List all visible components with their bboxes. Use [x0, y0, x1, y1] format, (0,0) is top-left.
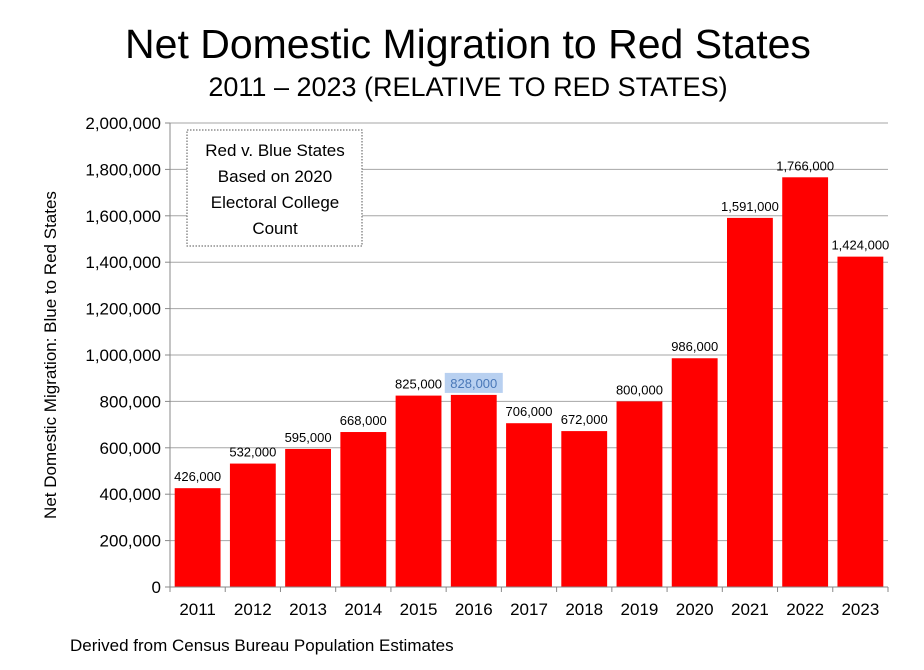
y-tick-label: 800,000	[100, 392, 161, 411]
data-label-2012: 532,000	[229, 445, 276, 460]
data-label-2016: 828,000	[450, 376, 497, 391]
y-tick-label: 0	[152, 578, 161, 597]
x-tick-label-2018: 2018	[565, 600, 603, 619]
x-tick-label-2021: 2021	[731, 600, 769, 619]
x-tick-label-2017: 2017	[510, 600, 548, 619]
y-axis-label: Net Domestic Migration: Blue to Red Stat…	[41, 191, 60, 519]
annotation-box: Red v. Blue States Based on 2020 Elector…	[186, 129, 363, 247]
x-tick-label-2016: 2016	[455, 600, 493, 619]
data-label-2023: 1,424,000	[831, 238, 889, 253]
bar-2013	[285, 448, 331, 587]
annotation-border	[186, 129, 363, 247]
annotation-line-4: Count	[252, 219, 298, 238]
data-label-2015: 825,000	[395, 377, 442, 392]
bar-2011	[174, 488, 221, 587]
x-tick-label-2013: 2013	[289, 600, 327, 619]
x-tick-label-2015: 2015	[400, 600, 438, 619]
data-label-highlight	[444, 372, 503, 393]
y-tick-label: 1,000,000	[85, 346, 161, 365]
y-tick-label: 600,000	[100, 439, 161, 458]
annotation-line-2: Based on 2020	[218, 167, 332, 186]
data-label-2017: 706,000	[506, 404, 553, 419]
source-note: Derived from Census Bureau Population Es…	[70, 636, 454, 655]
chart-title: Net Domestic Migration to Red States	[125, 21, 811, 67]
data-label-2014: 668,000	[340, 413, 387, 428]
bar-2020	[671, 358, 718, 587]
bar-2012	[229, 463, 276, 587]
chart-subtitle: 2011 – 2023 (RELATIVE TO RED STATES)	[208, 72, 727, 102]
data-label-2018: 672,000	[561, 412, 608, 427]
data-labels: 426,000 532,000 595,000 668,000 825,000 828,0…	[174, 158, 889, 484]
bar-2022	[782, 177, 829, 587]
x-tick-label-2011: 2011	[179, 600, 216, 619]
x-tick-label-2012: 2012	[234, 600, 272, 619]
data-label-2013: 595,000	[285, 430, 332, 445]
data-label-2011: 426,000	[174, 469, 221, 484]
annotation-line-3: Electoral College	[211, 193, 340, 212]
y-tick-label: 2,000,000	[85, 114, 161, 133]
x-axis-ticks: 2011 2012 2013 2014 2015 2016 2017 2018 2019 2020…	[169, 587, 889, 619]
data-label-2019: 800,000	[616, 382, 663, 397]
y-tick-label: 1,400,000	[85, 253, 161, 272]
bar-2018	[561, 431, 608, 587]
x-tick-label-2020: 2020	[676, 600, 714, 619]
data-label-2021: 1,591,000	[721, 199, 779, 214]
annotation-line-1: Red v. Blue States	[205, 141, 345, 160]
y-tick-label: 1,800,000	[85, 160, 161, 179]
x-tick-label-2022: 2022	[786, 600, 824, 619]
bar-2017	[506, 423, 552, 587]
x-tick-label-2014: 2014	[344, 600, 382, 619]
y-axis-ticks: 0 200,000 400,000 600,000 800,000 1,000,000 1,…	[85, 114, 170, 597]
y-tick-label: 1,600,000	[85, 207, 161, 226]
y-tick-label: 200,000	[100, 532, 161, 551]
y-tick-label: 400,000	[100, 485, 161, 504]
bar-2021	[727, 217, 773, 587]
x-tick-label-2023: 2023	[841, 600, 879, 619]
bar-2015	[395, 395, 442, 587]
data-label-2022: 1,766,000	[776, 158, 834, 173]
bar-2019	[616, 401, 663, 587]
x-tick-label-2019: 2019	[621, 600, 659, 619]
bar-2014	[340, 432, 387, 587]
bar-2016	[450, 394, 497, 587]
y-tick-label: 1,200,000	[85, 300, 161, 319]
bars	[174, 177, 884, 587]
data-label-2020: 986,000	[671, 339, 718, 354]
bar-2023	[837, 256, 884, 587]
